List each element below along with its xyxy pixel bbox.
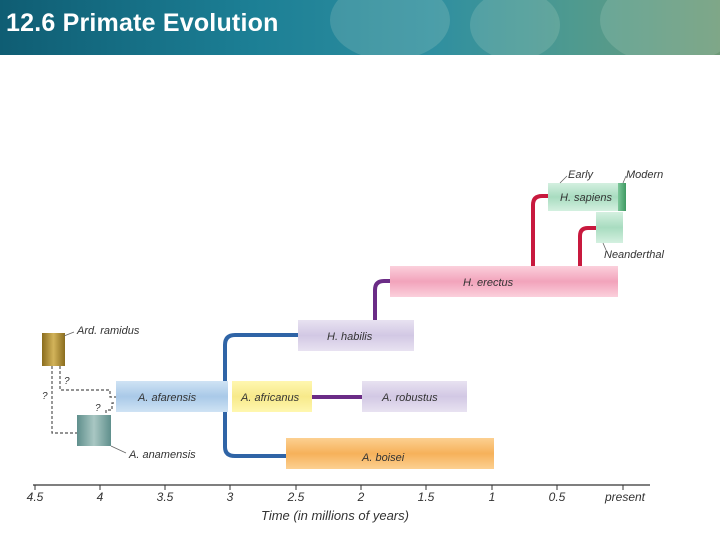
question-mark-1: ?	[64, 376, 70, 387]
tick-label: 1	[489, 490, 496, 504]
label-a-afarensis: A. afarensis	[137, 392, 197, 404]
label-neanderthal: Neanderthal	[604, 249, 664, 261]
header-texture	[470, 0, 560, 55]
connector-erectus-neanderthal	[578, 226, 596, 267]
dashed-link-anamensis-afarensis	[105, 402, 116, 418]
question-mark-2: ?	[42, 391, 48, 402]
label-modern: Modern	[626, 169, 663, 181]
tick-label: 1.5	[418, 490, 435, 504]
connector-habilis-erectus	[373, 279, 390, 322]
header-texture	[330, 0, 450, 55]
tick-label: 2.5	[287, 490, 305, 504]
tick-label: 4	[97, 490, 104, 504]
leader-ramidus	[63, 331, 75, 337]
label-h-habilis: H. habilis	[327, 331, 373, 343]
label-early: Early	[568, 169, 595, 181]
bar-a-africanus	[232, 381, 312, 412]
tick-label: 3	[227, 490, 234, 504]
label-a-anamensis: A. anamensis	[128, 449, 196, 461]
label-ard-ramidus: Ard. ramidus	[76, 325, 140, 337]
header-texture	[600, 0, 720, 55]
slide-title: 12.6 Primate Evolution	[6, 9, 279, 37]
bar-a-anamensis	[77, 415, 111, 446]
dashed-link-ramidus-afarensis	[59, 366, 116, 398]
label-a-africanus: A. africanus	[240, 392, 300, 404]
leader-early	[559, 175, 568, 184]
bar-h-sapiens-modern	[618, 183, 626, 211]
bar-h-sapiens-early	[548, 183, 618, 211]
leader-modern	[622, 175, 627, 184]
leader-neanderthal	[602, 242, 607, 251]
connector-erectus-sapiens	[531, 194, 550, 267]
leader-anamensis	[110, 445, 127, 454]
bar-neanderthal	[596, 212, 623, 243]
slide-header: 12.6 Primate Evolution	[0, 0, 720, 55]
bar-a-boisei	[286, 438, 494, 469]
bar-h-erectus	[390, 266, 618, 297]
label-a-boisei: A. boisei	[361, 452, 405, 464]
time-axis-ticks	[34, 485, 624, 490]
time-axis-label: Time (in millions of years)	[261, 508, 409, 523]
tick-label: 0.5	[549, 490, 566, 504]
tick-label: present	[604, 490, 646, 504]
label-h-erectus: H. erectus	[463, 277, 514, 289]
label-h-sapiens: H. sapiens	[560, 192, 612, 204]
dashed-link-ramidus-anamensis	[51, 366, 77, 434]
question-mark-3: ?	[95, 403, 101, 414]
connector-afarensis-to-boisei	[223, 333, 298, 458]
bar-a-robustus	[362, 381, 467, 412]
tick-label: 2	[357, 490, 365, 504]
tick-label: 4.5	[27, 490, 44, 504]
label-a-robustus: A. robustus	[381, 392, 438, 404]
bar-h-habilis	[298, 320, 414, 351]
bar-ard-ramidus	[42, 333, 65, 366]
tick-label: 3.5	[157, 490, 174, 504]
bar-a-afarensis	[116, 381, 228, 412]
